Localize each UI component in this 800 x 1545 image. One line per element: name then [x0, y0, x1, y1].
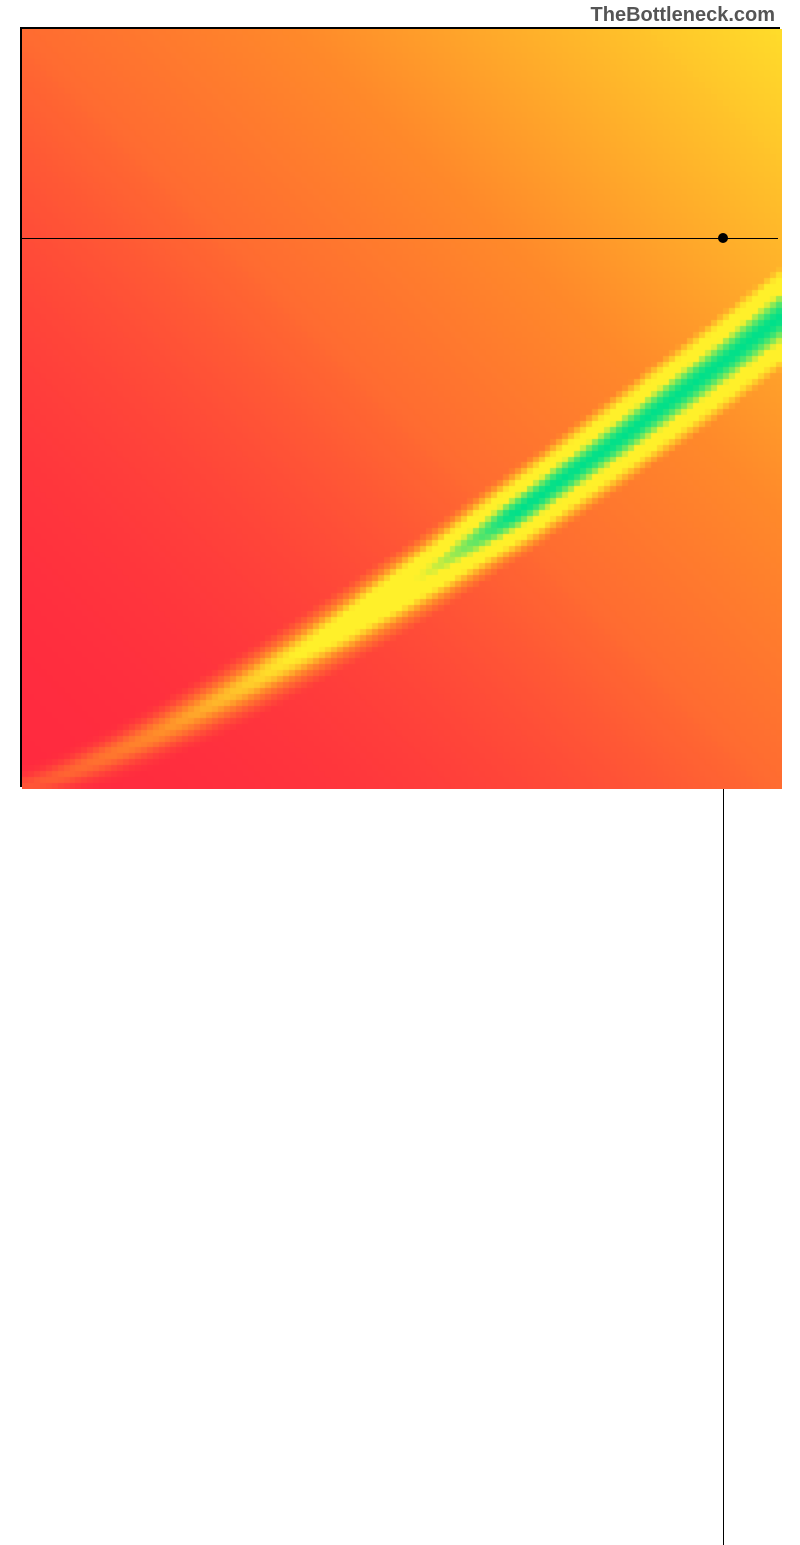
chart-container: TheBottleneck.com [0, 0, 800, 800]
crosshair-horizontal [22, 238, 778, 239]
crosshair-vertical [723, 789, 724, 1545]
crosshair-marker [718, 233, 728, 243]
heatmap-plot [20, 27, 780, 787]
watermark-text: TheBottleneck.com [591, 4, 775, 27]
heatmap-canvas [22, 29, 782, 789]
